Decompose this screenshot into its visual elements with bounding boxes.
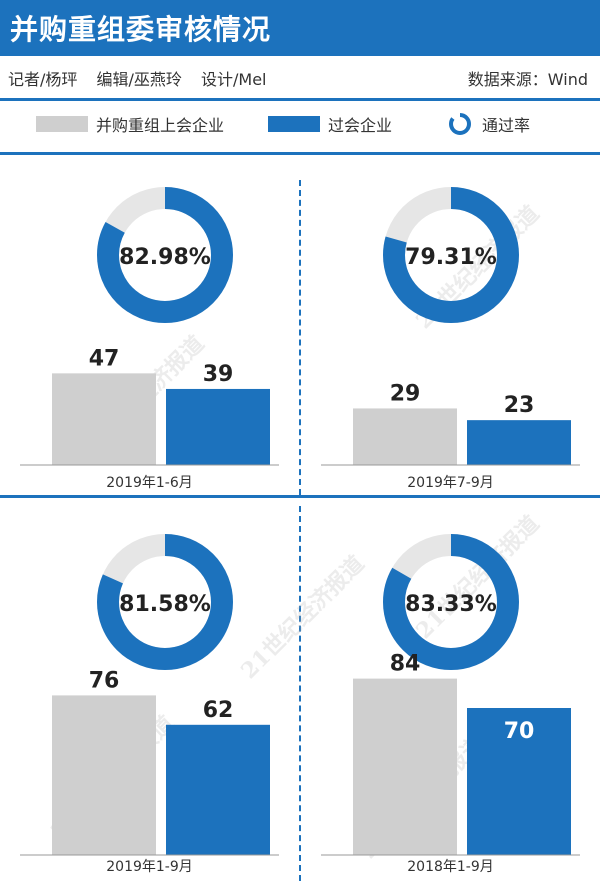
chart-panel-2019-q3: 79.31% 29 23 2019年7-9月	[301, 160, 600, 495]
period-label: 2019年1-9月	[106, 859, 193, 875]
credits: 记者/杨玶 编辑/巫燕玲 设计/Mel	[8, 66, 281, 90]
editor-credit: 编辑/巫燕玲	[96, 70, 182, 89]
pass-rate-label: 81.58%	[119, 592, 211, 617]
chart-panel-2019-9m: 81.58% 76 62 2019年1-9月	[0, 500, 299, 885]
legend: 并购重组上会企业 过会企业 通过率	[0, 112, 600, 142]
pass-rate-ring	[97, 187, 233, 323]
bar-value-label: 70	[504, 719, 535, 744]
bar-value-label: 47	[89, 346, 120, 371]
legend-item-rate: 通过率	[448, 112, 530, 136]
pass-rate-label: 79.31%	[405, 245, 497, 270]
period-label: 2019年7-9月	[407, 475, 494, 491]
chart-panel-2019-h1: 82.98% 47 39 2019年1-6月	[0, 160, 299, 495]
panel-separator-1	[0, 495, 600, 498]
legend-swatch-blue	[268, 116, 320, 132]
bar-value-label: 76	[89, 668, 120, 693]
panel-svg: 81.58% 76 62	[20, 534, 279, 856]
pass-rate-ring	[383, 534, 519, 670]
ring-icon	[449, 113, 471, 135]
bar-submitted	[52, 373, 156, 465]
bar-approved	[467, 420, 571, 465]
reporter-credit: 记者/杨玶	[8, 70, 78, 89]
panel-svg: 83.33% 84 70	[321, 534, 580, 856]
bar-value-label: 62	[203, 698, 234, 723]
period-label: 2019年1-6月	[106, 475, 193, 491]
panel-svg: 79.31% 29 23	[321, 187, 580, 466]
bar-submitted	[52, 695, 156, 855]
bar-submitted	[353, 678, 457, 855]
pass-rate-label: 82.98%	[119, 245, 211, 270]
header-divider	[0, 98, 600, 101]
panel-divider-top	[299, 180, 301, 495]
legend-swatch-gray	[36, 116, 88, 132]
legend-item-series1: 并购重组上会企业	[36, 112, 224, 136]
bar-approved	[467, 708, 571, 855]
data-source: 数据来源：Wind	[467, 70, 588, 89]
pass-rate-ring	[97, 534, 233, 670]
legend-item-series2: 过会企业	[268, 112, 392, 136]
legend-label-series1: 并购重组上会企业	[96, 116, 225, 135]
bar-value-label: 39	[203, 362, 234, 387]
legend-label-series2: 过会企业	[328, 116, 393, 135]
period-label: 2018年1-9月	[407, 859, 494, 875]
bar-value-label: 29	[390, 381, 421, 406]
design-credit: 设计/Mel	[201, 70, 267, 89]
pass-rate-ring	[383, 187, 519, 323]
bar-approved	[166, 724, 270, 855]
panel-svg: 82.98% 47 39	[20, 187, 279, 466]
legend-divider	[0, 152, 600, 155]
bar-submitted	[353, 408, 457, 465]
legend-label-rate: 通过率	[482, 116, 531, 135]
panel-divider-bottom	[299, 506, 301, 881]
bar-value-label: 84	[390, 652, 421, 677]
pass-rate-label: 83.33%	[405, 592, 497, 617]
bar-value-label: 23	[504, 393, 535, 418]
chart-title: 并购重组委审核情况	[10, 13, 272, 46]
chart-panel-2018-9m: 83.33% 84 70 2018年1-9月	[301, 500, 600, 885]
title-bar: 并购重组委审核情况	[0, 0, 600, 56]
bar-approved	[166, 388, 270, 465]
